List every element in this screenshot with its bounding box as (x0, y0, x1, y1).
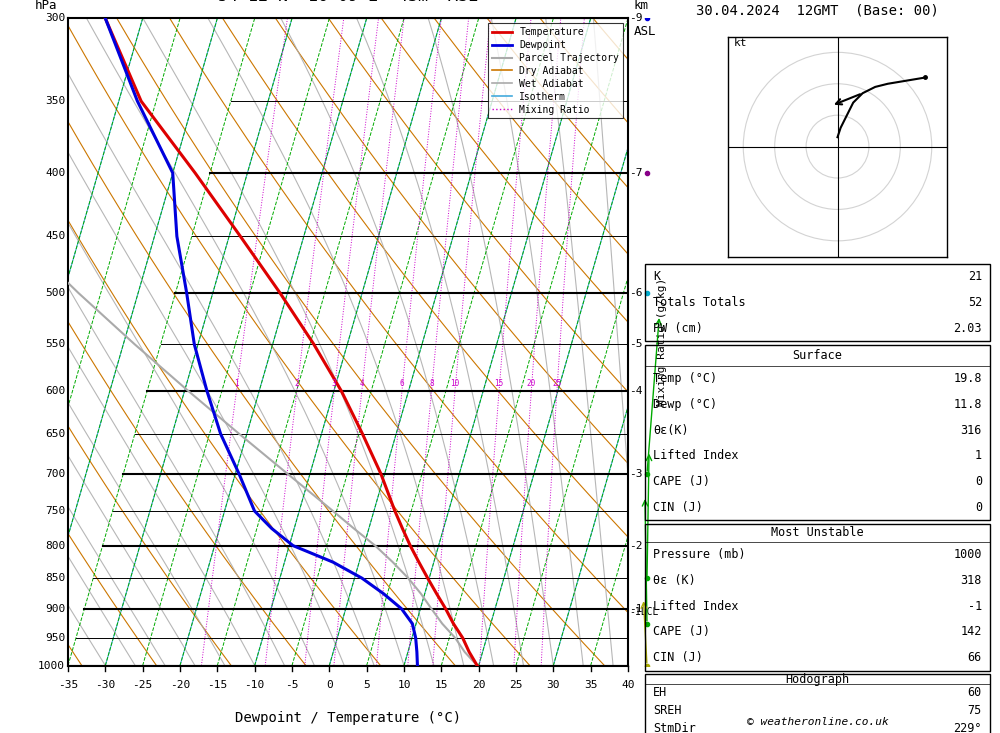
Text: 15: 15 (494, 380, 504, 388)
Text: θε (K): θε (K) (653, 574, 696, 587)
Text: 0: 0 (326, 679, 333, 690)
Text: 10: 10 (450, 380, 460, 388)
Text: SREH: SREH (653, 704, 682, 717)
Text: 11.8: 11.8 (954, 398, 982, 410)
Text: Lifted Index: Lifted Index (653, 600, 738, 613)
Text: StmDir: StmDir (653, 722, 696, 733)
Text: -1: -1 (629, 604, 643, 614)
Text: Hodograph: Hodograph (785, 673, 850, 685)
Text: 2: 2 (295, 380, 299, 388)
Text: 850: 850 (45, 573, 65, 583)
Text: 1000: 1000 (38, 660, 65, 671)
Text: 1000: 1000 (954, 548, 982, 561)
Text: 25: 25 (509, 679, 523, 690)
Text: 15: 15 (435, 679, 448, 690)
Text: -15: -15 (207, 679, 227, 690)
Text: -30: -30 (95, 679, 115, 690)
Text: 20: 20 (472, 679, 485, 690)
Text: 142: 142 (961, 625, 982, 638)
Text: 19.8: 19.8 (954, 372, 982, 385)
Text: 66: 66 (968, 652, 982, 664)
Text: -5: -5 (629, 339, 643, 349)
Text: 800: 800 (45, 541, 65, 550)
Text: 10: 10 (397, 679, 411, 690)
Text: -1LCL: -1LCL (629, 607, 658, 617)
Text: 700: 700 (45, 469, 65, 479)
Text: 4: 4 (359, 380, 364, 388)
Text: Totals Totals: Totals Totals (653, 296, 746, 309)
Text: ASL: ASL (634, 25, 656, 38)
Text: 8: 8 (429, 380, 434, 388)
Text: 550: 550 (45, 339, 65, 349)
Text: 650: 650 (45, 429, 65, 439)
Text: -5: -5 (285, 679, 299, 690)
Text: 450: 450 (45, 232, 65, 241)
Text: 3: 3 (332, 380, 337, 388)
Text: K: K (653, 270, 660, 283)
Text: PW (cm): PW (cm) (653, 322, 703, 334)
Text: Pressure (mb): Pressure (mb) (653, 548, 746, 561)
Text: Lifted Index: Lifted Index (653, 449, 738, 463)
Text: 75: 75 (968, 704, 982, 717)
Text: -7: -7 (629, 168, 643, 178)
Text: -20: -20 (170, 679, 190, 690)
Text: 2.03: 2.03 (954, 322, 982, 334)
Text: CIN (J): CIN (J) (653, 501, 703, 514)
Text: Dewp (°C): Dewp (°C) (653, 398, 717, 410)
Text: 600: 600 (45, 386, 65, 396)
Text: 500: 500 (45, 288, 65, 298)
Text: 1: 1 (975, 449, 982, 463)
Text: © weatheronline.co.uk: © weatheronline.co.uk (747, 717, 888, 727)
Text: EH: EH (653, 686, 667, 699)
Text: CAPE (J): CAPE (J) (653, 625, 710, 638)
Text: 20: 20 (527, 380, 536, 388)
Text: -9: -9 (629, 13, 643, 23)
Text: 0: 0 (975, 501, 982, 514)
Text: θε(K): θε(K) (653, 424, 689, 437)
Text: 6: 6 (400, 380, 404, 388)
Text: 21: 21 (968, 270, 982, 283)
Text: Dewpoint / Temperature (°C): Dewpoint / Temperature (°C) (235, 711, 461, 725)
Legend: Temperature, Dewpoint, Parcel Trajectory, Dry Adiabat, Wet Adiabat, Isotherm, Mi: Temperature, Dewpoint, Parcel Trajectory… (488, 23, 623, 119)
Text: 25: 25 (552, 380, 562, 388)
Text: CAPE (J): CAPE (J) (653, 475, 710, 488)
Text: 350: 350 (45, 96, 65, 106)
Text: 35: 35 (584, 679, 597, 690)
Text: hPa: hPa (34, 0, 57, 12)
Text: 400: 400 (45, 168, 65, 178)
Text: CIN (J): CIN (J) (653, 652, 703, 664)
Text: 318: 318 (961, 574, 982, 587)
Text: Surface: Surface (793, 349, 842, 361)
Text: 40: 40 (621, 679, 635, 690)
Text: 1: 1 (234, 380, 239, 388)
Text: -4: -4 (629, 386, 643, 396)
Text: 300: 300 (45, 13, 65, 23)
Text: 950: 950 (45, 633, 65, 643)
Text: 30.04.2024  12GMT  (Base: 00): 30.04.2024 12GMT (Base: 00) (696, 4, 939, 18)
Text: 750: 750 (45, 506, 65, 516)
Text: 229°: 229° (954, 722, 982, 733)
Text: 5: 5 (363, 679, 370, 690)
Text: 0: 0 (975, 475, 982, 488)
Text: -10: -10 (245, 679, 265, 690)
Text: 900: 900 (45, 604, 65, 614)
Text: km: km (634, 0, 649, 12)
Text: -25: -25 (133, 679, 153, 690)
Text: -2: -2 (629, 541, 643, 550)
Text: -6: -6 (629, 288, 643, 298)
Text: Most Unstable: Most Unstable (771, 526, 864, 539)
Text: Temp (°C): Temp (°C) (653, 372, 717, 385)
Text: 30: 30 (547, 679, 560, 690)
Text: Mixing Ratio (g/kg): Mixing Ratio (g/kg) (657, 278, 667, 406)
Text: 60: 60 (968, 686, 982, 699)
Text: 52: 52 (968, 296, 982, 309)
Text: -35: -35 (58, 679, 78, 690)
Text: 54°12'N  16°09'E  43m  ASL: 54°12'N 16°09'E 43m ASL (218, 0, 478, 5)
Text: -1: -1 (968, 600, 982, 613)
Text: 316: 316 (961, 424, 982, 437)
Text: -3: -3 (629, 469, 643, 479)
Text: kt: kt (734, 38, 747, 48)
